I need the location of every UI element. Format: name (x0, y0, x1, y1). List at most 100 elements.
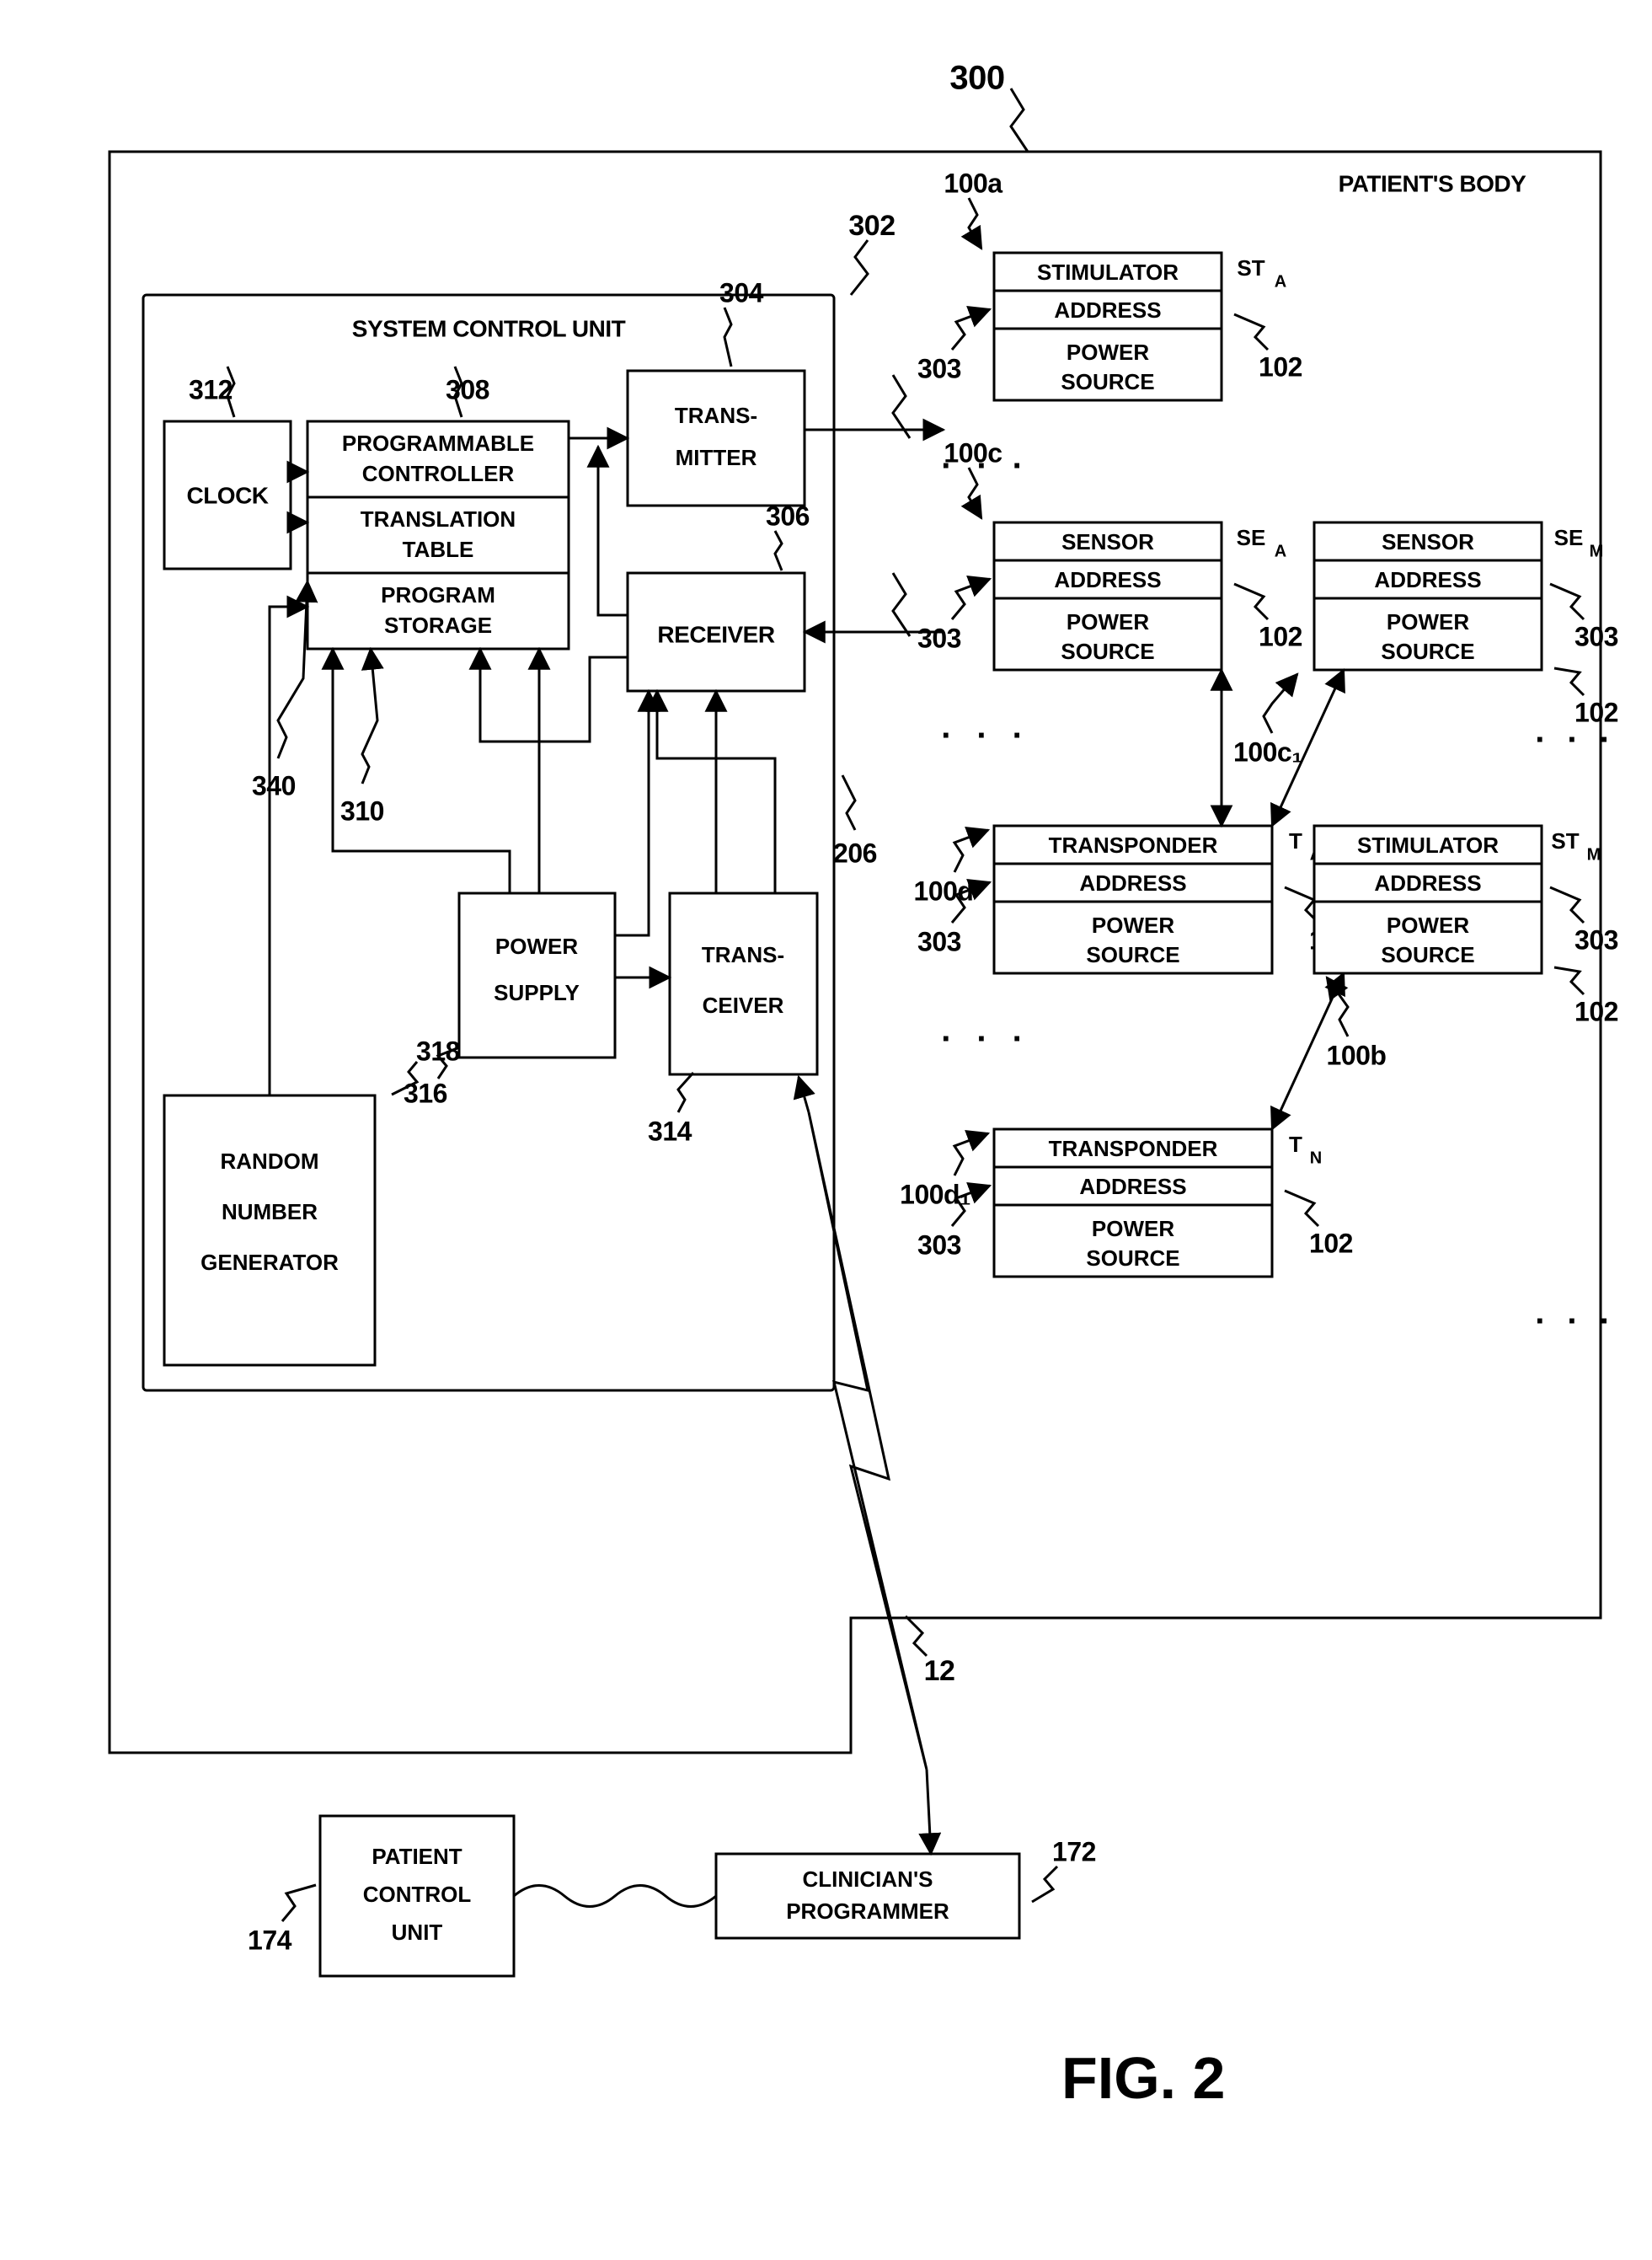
receiver-ref: 306 (766, 501, 810, 531)
lead-303f (1550, 887, 1584, 923)
stim-m-title: STIMULATOR (1357, 833, 1499, 858)
ref-302: 302 (848, 210, 895, 242)
controller-label2: CONTROLLER (362, 461, 515, 486)
transceiver-label2: CEIVER (703, 993, 784, 1018)
device-sens-m: SENSOR ADDRESS POWER SOURCE SE M (1314, 522, 1603, 670)
ref-102b: 102 (1259, 621, 1302, 651)
lead-303a (952, 309, 990, 350)
device-tran-a: TRANSPONDER ADDRESS POWER SOURCE T A (994, 826, 1322, 973)
ref-303a: 303 (917, 353, 961, 383)
tran-n-pwr2: SOURCE (1086, 1245, 1179, 1271)
sens-m-subscript: M (1590, 542, 1604, 560)
body-title: PATIENT'S BODY (1339, 170, 1526, 196)
tran-n-sub: T (1289, 1132, 1302, 1157)
stim-a-addr: ADDRESS (1054, 297, 1161, 323)
translation-ref: 340 (252, 770, 296, 801)
dots-4: . . . (941, 1012, 1030, 1049)
rng-label1: RANDOM (221, 1149, 319, 1174)
lead-12 (906, 1616, 927, 1656)
rf-rx-icon (893, 573, 910, 636)
cp-label1: CLINICIAN'S (803, 1866, 933, 1892)
ref-100a: 100a (944, 168, 1002, 198)
device-tran-n: TRANSPONDER ADDRESS POWER SOURCE T N (994, 1129, 1322, 1277)
squiggly-pcu-cp (514, 1886, 716, 1907)
rx-arrow-ref: 206 (833, 838, 877, 868)
ref-174: 174 (248, 1925, 292, 1955)
clock-ref: 312 (189, 374, 233, 404)
receiver-label: RECEIVER (657, 621, 774, 647)
ref-102a: 102 (1259, 351, 1302, 382)
ref-303d: 303 (917, 926, 961, 956)
translation-label1: TRANSLATION (361, 506, 516, 532)
tran-n-title: TRANSPONDER (1049, 1136, 1218, 1161)
lead-302 (851, 240, 868, 295)
lead-303b (952, 579, 990, 619)
sens-a-sub: SE (1237, 525, 1266, 550)
power-label2: SUPPLY (494, 980, 580, 1005)
tran-n-addr: ADDRESS (1079, 1174, 1186, 1199)
sens-a-pwr1: POWER (1067, 609, 1149, 635)
sens-a-addr: ADDRESS (1054, 567, 1161, 592)
tran-a-addr: ADDRESS (1079, 870, 1186, 896)
sens-m-sub: SE (1554, 525, 1584, 550)
transmitter-label1: TRANS- (675, 403, 757, 428)
stim-a-pwr1: POWER (1067, 340, 1149, 365)
power-ref: 316 (404, 1078, 447, 1108)
lead-102c on SEM (1554, 668, 1584, 695)
ref-172: 172 (1052, 1836, 1096, 1866)
pcu-label2: CONTROL (363, 1882, 472, 1907)
device-sens-a: SENSOR ADDRESS POWER SOURCE SE A (994, 522, 1286, 670)
ref-303f: 303 (1574, 924, 1618, 955)
tran-a-pwr2: SOURCE (1086, 942, 1179, 967)
sens-a-pwr2: SOURCE (1061, 639, 1154, 664)
rng-box (164, 1095, 375, 1365)
stim-a-title: STIMULATOR (1037, 260, 1179, 285)
dots-3: . . . (1535, 713, 1616, 750)
ref-100c: 100c (944, 437, 1002, 468)
transmitter-ref: 304 (719, 277, 764, 308)
tran-a-pwr1: POWER (1092, 913, 1174, 938)
dots-6: . . . (1535, 1294, 1616, 1331)
tran-n-pwr1: POWER (1092, 1216, 1174, 1241)
lead-102b (1234, 584, 1268, 619)
controller-label1: PROGRAMMABLE (342, 431, 534, 456)
ref-300: 300 (949, 60, 1004, 97)
lead-303c (1550, 584, 1584, 619)
stim-m-addr: ADDRESS (1374, 870, 1481, 896)
power-box (459, 893, 615, 1058)
stim-a-sub: ST (1237, 255, 1264, 281)
transceiver-ref: 314 (648, 1116, 692, 1146)
dots-2: . . . (941, 709, 1030, 746)
ref-12: 12 (924, 1655, 955, 1687)
stim-m-subscript: M (1587, 845, 1601, 864)
program-label1: PROGRAM (381, 582, 495, 608)
program-label2: STORAGE (384, 613, 492, 638)
stim-m-pwr2: SOURCE (1381, 942, 1474, 967)
sens-m-title: SENSOR (1382, 529, 1474, 554)
lead-100d1 (954, 1133, 988, 1176)
lead-100a (969, 198, 981, 249)
tran-a-sub: T (1289, 828, 1302, 854)
transceiver-box (670, 893, 817, 1074)
stim-m-pwr1: POWER (1387, 913, 1469, 938)
lead-102f (1554, 967, 1584, 994)
sens-m-addr: ADDRESS (1374, 567, 1481, 592)
ref-102e: 102 (1309, 1228, 1353, 1258)
lead-174 (282, 1885, 316, 1921)
transmitter-label2: MITTER (676, 445, 757, 470)
controller-ref: 308 (446, 374, 489, 404)
translation-label2: TABLE (403, 537, 474, 562)
lead-102e (1285, 1191, 1318, 1226)
lead-100d (954, 830, 988, 872)
cp-label2: PROGRAMMER (786, 1899, 949, 1924)
ref-303e: 303 (917, 1229, 961, 1260)
stim-m-sub: ST (1551, 828, 1579, 854)
ref-303c: 303 (1574, 621, 1618, 651)
transceiver-label1: TRANS- (702, 942, 784, 967)
sens-m-pwr2: SOURCE (1381, 639, 1474, 664)
stim-a-pwr2: SOURCE (1061, 369, 1154, 394)
transmitter-box (628, 371, 805, 506)
ref-303b: 303 (917, 623, 961, 653)
sens-m-pwr1: POWER (1387, 609, 1469, 635)
figure-label: FIG. 2 (1061, 2045, 1225, 2111)
